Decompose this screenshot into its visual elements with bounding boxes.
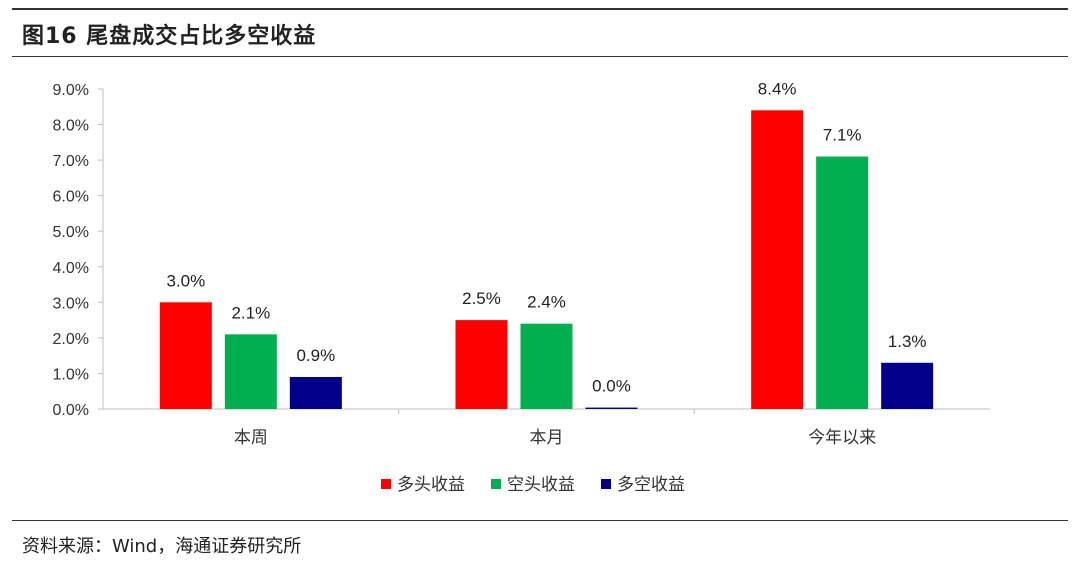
y-tick-label: 5.0% <box>53 224 89 241</box>
data-label: 8.4% <box>758 79 797 98</box>
bottom-rule <box>12 520 1068 521</box>
y-tick-label: 3.0% <box>53 295 89 312</box>
y-tick-label: 8.0% <box>53 118 89 135</box>
data-label: 1.3% <box>888 332 927 351</box>
data-label: 7.1% <box>823 126 862 145</box>
legend-swatch <box>601 479 611 489</box>
bar <box>520 323 573 409</box>
data-label: 0.9% <box>296 346 335 365</box>
data-label: 2.4% <box>527 293 566 312</box>
y-tick-label: 1.0% <box>53 366 89 383</box>
x-category-label: 本周 <box>234 428 268 448</box>
legend-label: 多头收益 <box>397 475 465 495</box>
y-tick-label: 7.0% <box>53 153 89 170</box>
source-note: 资料来源：Wind，海通证券研究所 <box>22 536 302 557</box>
x-category-label: 本月 <box>530 428 564 448</box>
data-label: 2.5% <box>462 289 501 308</box>
legend-label: 空头收益 <box>507 475 575 495</box>
bar <box>224 334 277 409</box>
bar <box>816 156 869 409</box>
bar-chart: 0.0% 1.0% 2.0% 3.0% 4.0% 5.0% 6.0% 7.0% 8.0% 9.0%… <box>53 79 990 495</box>
bar <box>159 302 212 409</box>
legend-swatch <box>381 479 391 489</box>
figure-title: 图16 尾盘成交占比多空收益 <box>22 24 317 49</box>
y-tick-label: 0.0% <box>53 402 89 419</box>
bar <box>455 320 508 409</box>
data-label: 0.0% <box>592 377 631 396</box>
data-label: 2.1% <box>231 303 270 322</box>
top-rule <box>12 8 1068 10</box>
bar <box>585 407 638 409</box>
bar <box>751 110 804 410</box>
y-tick-label: 9.0% <box>53 82 89 99</box>
bar <box>881 362 934 409</box>
y-tick-label: 4.0% <box>53 260 89 277</box>
legend-swatch <box>491 479 501 489</box>
x-category-label: 今年以来 <box>808 428 876 448</box>
data-label: 3.0% <box>166 271 205 290</box>
title-rule <box>12 56 1068 57</box>
y-tick-label: 6.0% <box>53 189 89 206</box>
y-tick-label: 2.0% <box>53 331 89 348</box>
bar <box>289 377 342 409</box>
legend-label: 多空收益 <box>617 475 685 495</box>
